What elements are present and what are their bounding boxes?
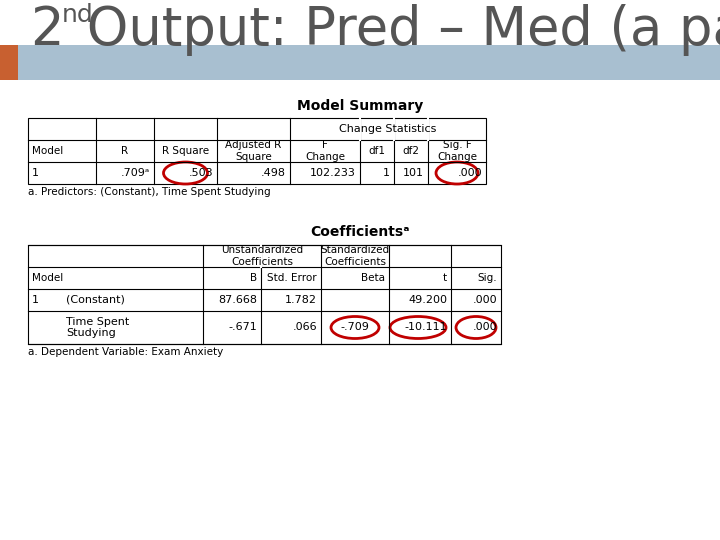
Text: 49.200: 49.200: [408, 295, 447, 305]
Bar: [28, 118, 486, 184]
Text: Standardized
Coefficients: Standardized Coefficients: [320, 245, 390, 267]
Text: Coefficientsᵃ: Coefficientsᵃ: [310, 225, 410, 239]
Text: -.709: -.709: [341, 322, 369, 333]
Text: .066: .066: [292, 322, 317, 333]
Text: t: t: [443, 273, 447, 283]
Text: 1.782: 1.782: [285, 295, 317, 305]
Text: Model: Model: [32, 146, 63, 156]
Text: 1: 1: [383, 168, 390, 178]
Text: 1: 1: [32, 168, 39, 178]
Text: .000: .000: [472, 295, 497, 305]
Text: Std. Error: Std. Error: [267, 273, 317, 283]
Text: .709ᵃ: .709ᵃ: [121, 168, 150, 178]
Text: 1: 1: [32, 295, 39, 305]
Text: Beta: Beta: [361, 273, 385, 283]
Text: Output: Pred – Med (a path): Output: Pred – Med (a path): [70, 4, 720, 56]
Bar: [0, 45, 720, 80]
Text: Sig.: Sig.: [477, 273, 497, 283]
Text: 102.233: 102.233: [310, 168, 356, 178]
Bar: [0, 45, 18, 80]
Text: Change Statistics: Change Statistics: [339, 124, 437, 134]
Text: F
Change: F Change: [305, 140, 345, 162]
Text: a. Predictors: (Constant), Time Spent Studying: a. Predictors: (Constant), Time Spent St…: [28, 187, 271, 197]
Text: .000: .000: [472, 322, 497, 333]
Text: df1: df1: [369, 146, 385, 156]
Text: 2: 2: [30, 4, 63, 56]
Text: .000: .000: [457, 168, 482, 178]
Text: df2: df2: [402, 146, 420, 156]
Text: Model Summary: Model Summary: [297, 99, 423, 113]
Text: R Square: R Square: [162, 146, 209, 156]
Text: Model: Model: [32, 273, 63, 283]
Text: -10.111: -10.111: [405, 322, 447, 333]
Text: a. Dependent Variable: Exam Anxiety: a. Dependent Variable: Exam Anxiety: [28, 347, 223, 357]
Text: -.671: -.671: [228, 322, 257, 333]
Text: .498: .498: [261, 168, 286, 178]
Text: Adjusted R
Square: Adjusted R Square: [225, 140, 282, 162]
Text: 87.668: 87.668: [218, 295, 257, 305]
Text: Time Spent
Studying: Time Spent Studying: [66, 316, 130, 338]
Text: (Constant): (Constant): [66, 295, 125, 305]
Text: Sig. F
Change: Sig. F Change: [437, 140, 477, 162]
Text: .503: .503: [189, 168, 213, 178]
Bar: [28, 245, 501, 344]
Text: B: B: [250, 273, 257, 283]
Text: nd: nd: [62, 3, 94, 27]
Text: 101: 101: [403, 168, 424, 178]
Text: R: R: [122, 146, 129, 156]
Text: Unstandardized
Coefficients: Unstandardized Coefficients: [221, 245, 303, 267]
